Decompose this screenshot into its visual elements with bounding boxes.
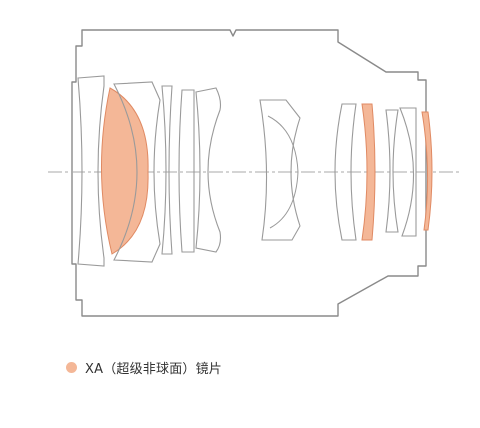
lens-element-8 (385, 109, 399, 233)
xa-lens-element-3 (421, 111, 433, 231)
lens-element-6-cement-line (267, 115, 299, 229)
lens-element-9 (399, 107, 417, 237)
legend-label: XA（超级非球面）镜片 (85, 362, 222, 377)
xa-legend-marker (66, 362, 77, 373)
lens-element-7 (334, 103, 357, 241)
lens-element-1 (77, 75, 105, 267)
legend: XA（超级非球面）镜片 (66, 358, 222, 377)
lens-element-2 (113, 81, 161, 263)
xa-lens-element-2 (361, 103, 376, 241)
lens-element-6 (259, 99, 301, 241)
lens-barrel-outline (71, 29, 427, 317)
lens-element-4 (178, 89, 195, 253)
xa-lens-element-1 (100, 87, 149, 255)
lens-element-5 (195, 87, 222, 253)
lens-element-3 (161, 85, 173, 255)
